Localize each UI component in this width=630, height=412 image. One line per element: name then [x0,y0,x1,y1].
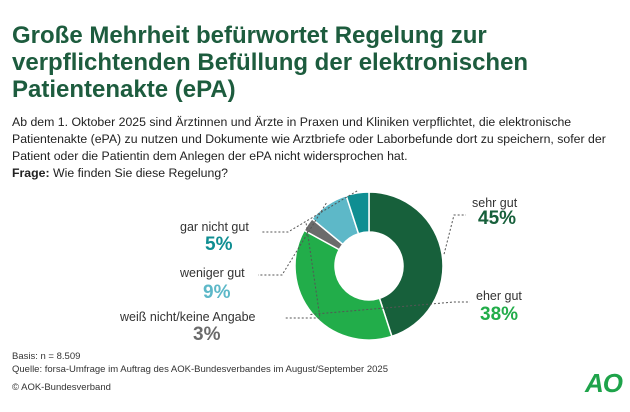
label-gar-nicht-gut: gar nicht gut [180,220,249,234]
page-title: Große Mehrheit befürwortet Regelung zur … [12,22,529,103]
slice-sehr-gut [368,191,444,338]
value-eher-gut: 38% [480,304,519,325]
basis-note: Basis: n = 8.509 [12,351,81,362]
leader-line [443,214,466,255]
slice-gar-nicht-gut [345,191,370,235]
value-gar-nicht-gut: 5% [205,234,233,255]
label-sehr-gut: sehr gut [472,196,518,210]
label-weniger-gut: weniger gut [180,266,245,280]
leader-line [262,190,358,233]
slice-eher-gut [294,229,393,341]
source-note: Quelle: forsa-Umfrage im Auftrag des AOK… [12,364,388,375]
leader-line [310,301,470,315]
aok-logo: AO [585,368,623,398]
label-weiss-nicht: weiß nicht/keine Angabe [120,310,256,324]
value-sehr-gut: 45% [478,208,517,229]
intro-text: Ab dem 1. Oktober 2025 sind Ärztinnen un… [12,115,606,163]
label-eher-gut: eher gut [476,289,522,303]
question: Frage: Wie finden Sie diese Regelung? [12,166,228,180]
question-label: Frage: [12,166,50,180]
leader-line [258,202,327,276]
value-weiss-nicht: 3% [193,324,221,345]
copyright-note: © AOK-Bundesverband [12,382,111,393]
question-text: Wie finden Sie diese Regelung? [53,166,229,180]
value-weniger-gut: 9% [203,282,231,303]
